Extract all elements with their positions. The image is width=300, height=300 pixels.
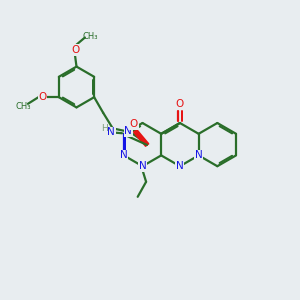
Text: H: H	[132, 122, 138, 131]
Text: O: O	[130, 119, 138, 130]
Text: N: N	[139, 161, 146, 171]
Text: O: O	[71, 45, 79, 55]
Text: CH₃: CH₃	[82, 32, 98, 41]
Text: N: N	[120, 150, 128, 161]
Text: O: O	[38, 92, 46, 102]
Text: O: O	[176, 99, 184, 110]
Text: N: N	[107, 127, 115, 137]
Text: N: N	[124, 126, 132, 136]
Text: N: N	[176, 161, 184, 171]
Text: CH₃: CH₃	[15, 102, 31, 111]
Text: H: H	[101, 124, 108, 133]
Text: N: N	[195, 150, 203, 161]
